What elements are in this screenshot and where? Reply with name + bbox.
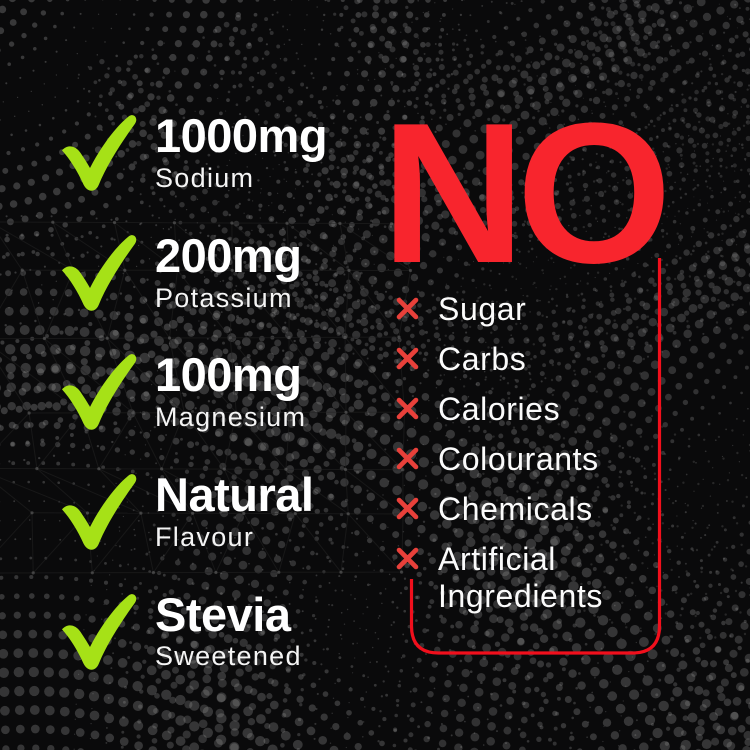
- negative-label: Chemicals: [438, 491, 593, 527]
- x-mark-icon: [396, 347, 419, 370]
- x-mark-icon: [396, 547, 419, 570]
- checkmark-icon: [62, 473, 137, 550]
- negative-label: Calories: [438, 391, 561, 427]
- x-mark-icon: [396, 397, 419, 420]
- benefit-text: 100mg Magnesium: [155, 351, 306, 433]
- benefit-text: 200mg Potassium: [155, 228, 302, 314]
- benefit-row-potassium: 200mg Potassium: [58, 228, 327, 314]
- benefit-row-magnesium: 100mg Magnesium: [58, 351, 327, 433]
- no-headline: NO: [381, 82, 672, 305]
- benefit-row-natural: Natural Flavour: [58, 467, 327, 553]
- benefit-row-sodium: 1000mg Sodium: [58, 109, 328, 194]
- negative-item-colourants: Colourants: [394, 441, 624, 478]
- benefit-value: 200mg: [155, 228, 302, 282]
- negative-label: Colourants: [438, 441, 599, 477]
- negative-label: Sugar: [438, 291, 527, 327]
- negative-list: Sugar Carbs Calories Colourants Chemical: [394, 291, 624, 628]
- negative-item-artificial-ingredients: Artificial Ingredients: [394, 541, 624, 615]
- benefit-text: 1000mg Sodium: [155, 109, 328, 194]
- benefit-value: 1000mg: [155, 109, 328, 162]
- benefit-label: Potassium: [155, 282, 293, 313]
- benefit-text: Natural Flavour: [155, 467, 314, 553]
- benefit-label: Flavour: [155, 521, 255, 552]
- checkmark-icon: [62, 593, 137, 670]
- benefit-value: 100mg: [155, 348, 302, 402]
- checkmark-icon: [62, 234, 137, 311]
- benefit-text: Stevia Sweetened: [155, 587, 302, 673]
- benefit-label: Magnesium: [155, 402, 307, 433]
- negative-item-sugar: Sugar: [394, 291, 624, 328]
- x-mark-icon: [396, 297, 419, 320]
- x-mark-icon: [396, 447, 419, 470]
- x-mark-icon: [396, 497, 419, 520]
- negative-item-chemicals: Chemicals: [394, 491, 624, 528]
- negative-label: Carbs: [438, 341, 527, 377]
- benefit-label: Sweetened: [155, 641, 302, 672]
- negative-item-calories: Calories: [394, 391, 624, 428]
- benefit-value: Natural: [155, 467, 314, 521]
- benefit-list: 1000mg Sodium 200mg Potassium 100mg Magn…: [58, 109, 328, 673]
- benefit-row-stevia: Stevia Sweetened: [58, 587, 327, 673]
- checkmark-icon: [62, 354, 137, 431]
- negative-label: Artificial Ingredients: [438, 541, 603, 614]
- benefit-label: Sodium: [155, 162, 255, 193]
- negative-item-carbs: Carbs: [394, 341, 624, 378]
- checkmark-icon: [62, 115, 137, 191]
- benefit-value: Stevia: [155, 587, 291, 641]
